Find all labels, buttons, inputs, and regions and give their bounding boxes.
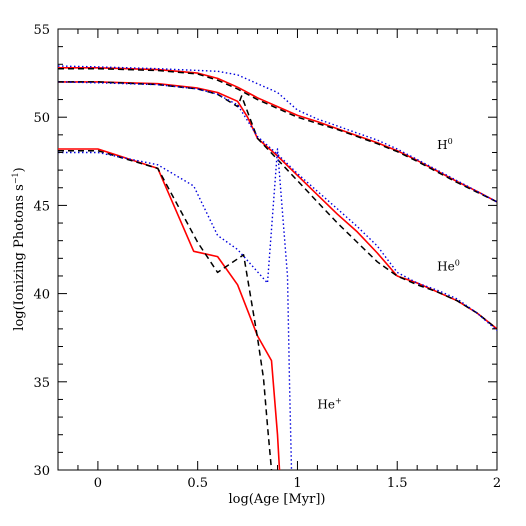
annotation-he-plus: He+: [317, 396, 341, 411]
series-line-H0-0: [58, 67, 498, 203]
y-axis-title-close: ): [12, 167, 27, 172]
y-tick-label: 55: [33, 23, 50, 38]
series-line-He0-4: [58, 81, 498, 330]
annotation-h-0: H0: [437, 137, 453, 152]
series-line-He0-3: [58, 81, 498, 330]
y-tick-label: 40: [33, 288, 50, 303]
x-axis-title: log(Age [Myr]): [229, 492, 326, 507]
y-tick-label: 30: [33, 464, 50, 479]
series-line-Heplus-8: [58, 148, 293, 471]
x-tick-label: 1: [293, 476, 301, 491]
series-layer: [57, 65, 498, 471]
series-line-H0-2: [57, 65, 498, 203]
plot-frame: [57, 28, 498, 471]
y-axis-title-sup: −1: [11, 172, 20, 184]
ticks-layer: [57, 28, 498, 471]
series-line-He0-5: [57, 81, 498, 332]
x-tick-label: 0.5: [187, 476, 208, 491]
x-tick-label: 2: [493, 476, 501, 491]
y-axis-title-main: log(Ionizing Photons s: [12, 184, 27, 331]
y-tick-label: 50: [33, 111, 50, 126]
x-tick-label: 0: [94, 476, 102, 491]
labels-layer: 0 0.5 1 1.5 2 30 35 40 45 50 55: [33, 23, 501, 491]
y-axis-title: log(Ionizing Photons s−1): [11, 167, 27, 330]
annotation-he-0: He0: [437, 259, 460, 274]
series-line-Heplus-7: [58, 149, 273, 471]
y-tick-label: 35: [33, 376, 50, 391]
annotation-layer: H0 He0 He+: [317, 137, 459, 411]
x-tick-label: 1.5: [387, 476, 408, 491]
series-line-Heplus-6: [58, 148, 281, 471]
series-line-H0-1: [58, 67, 498, 203]
y-tick-label: 45: [33, 199, 50, 214]
